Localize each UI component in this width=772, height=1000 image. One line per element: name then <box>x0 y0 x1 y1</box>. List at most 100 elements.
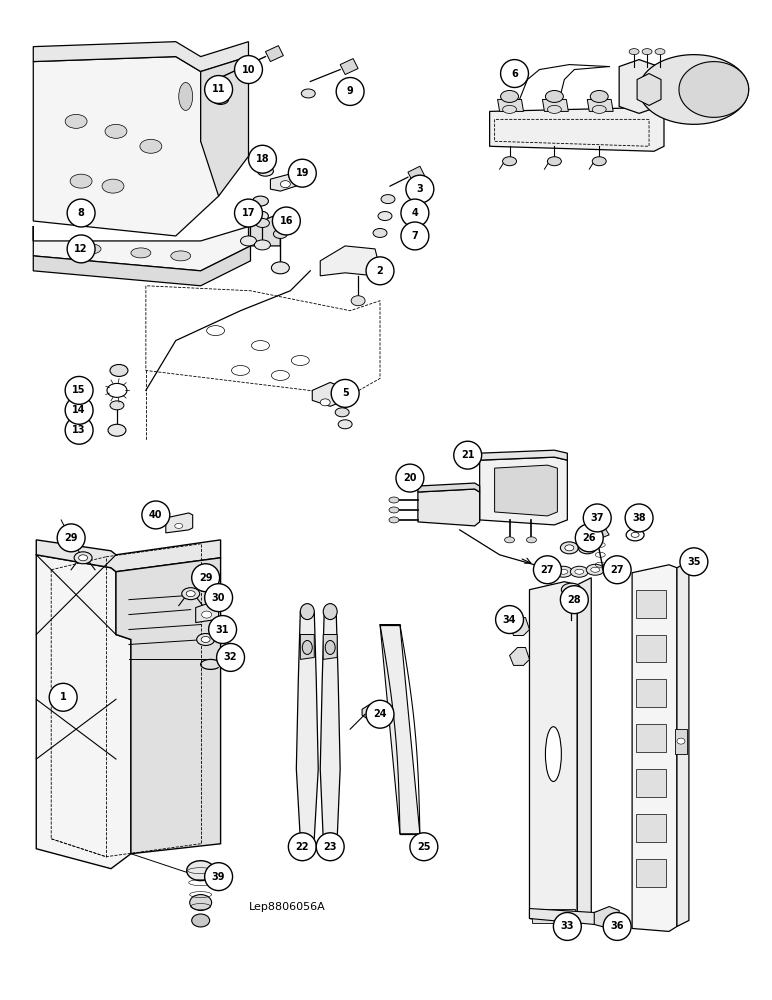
Polygon shape <box>489 107 664 151</box>
Text: 6: 6 <box>511 69 518 79</box>
Text: 2: 2 <box>377 266 384 276</box>
Ellipse shape <box>389 517 399 523</box>
Circle shape <box>57 524 85 552</box>
Ellipse shape <box>338 420 352 429</box>
Ellipse shape <box>571 566 588 577</box>
Ellipse shape <box>561 583 581 596</box>
Ellipse shape <box>273 229 287 238</box>
Circle shape <box>208 616 236 643</box>
Circle shape <box>289 159 317 187</box>
Ellipse shape <box>241 236 256 246</box>
Polygon shape <box>266 46 283 62</box>
Circle shape <box>625 504 653 532</box>
Circle shape <box>584 504 611 532</box>
Polygon shape <box>543 99 568 111</box>
Polygon shape <box>639 55 749 124</box>
Polygon shape <box>33 42 249 72</box>
Ellipse shape <box>303 640 312 654</box>
Ellipse shape <box>201 637 210 642</box>
Polygon shape <box>250 213 280 246</box>
Text: 31: 31 <box>216 625 229 635</box>
Polygon shape <box>587 99 613 111</box>
Ellipse shape <box>389 497 399 503</box>
Text: 15: 15 <box>73 385 86 395</box>
Text: 28: 28 <box>567 595 581 605</box>
Polygon shape <box>340 59 358 75</box>
Ellipse shape <box>171 251 191 261</box>
Ellipse shape <box>591 567 600 572</box>
Polygon shape <box>679 62 749 117</box>
Ellipse shape <box>351 296 365 306</box>
Text: 25: 25 <box>417 842 431 852</box>
Text: 33: 33 <box>560 921 574 931</box>
Polygon shape <box>510 618 530 636</box>
Ellipse shape <box>389 507 399 513</box>
Ellipse shape <box>301 89 315 98</box>
Text: 19: 19 <box>296 168 309 178</box>
Text: 12: 12 <box>74 244 88 254</box>
Ellipse shape <box>335 408 349 417</box>
Text: 21: 21 <box>461 450 475 460</box>
Text: 11: 11 <box>212 84 225 94</box>
Ellipse shape <box>325 640 335 654</box>
Polygon shape <box>33 226 250 271</box>
Ellipse shape <box>256 219 269 227</box>
Ellipse shape <box>74 552 92 564</box>
Text: 32: 32 <box>224 652 237 662</box>
Circle shape <box>235 199 262 227</box>
Polygon shape <box>530 909 609 924</box>
Ellipse shape <box>187 861 215 881</box>
Circle shape <box>396 464 424 492</box>
Circle shape <box>454 441 482 469</box>
Polygon shape <box>495 465 557 516</box>
Ellipse shape <box>320 399 330 406</box>
Ellipse shape <box>174 523 183 528</box>
Circle shape <box>249 145 276 173</box>
Circle shape <box>366 257 394 285</box>
Text: 4: 4 <box>411 208 418 218</box>
Circle shape <box>401 222 428 250</box>
Text: 16: 16 <box>279 216 293 226</box>
Ellipse shape <box>378 212 392 221</box>
Ellipse shape <box>65 114 87 128</box>
Ellipse shape <box>567 587 577 593</box>
Text: 30: 30 <box>212 593 225 603</box>
Text: 17: 17 <box>242 208 256 218</box>
Bar <box>675 729 687 754</box>
Ellipse shape <box>631 532 639 537</box>
Polygon shape <box>591 525 609 540</box>
Circle shape <box>65 376 93 404</box>
Circle shape <box>205 863 232 891</box>
Ellipse shape <box>591 90 608 102</box>
Polygon shape <box>33 57 218 236</box>
Circle shape <box>142 501 170 529</box>
Ellipse shape <box>179 83 193 110</box>
Text: 18: 18 <box>256 154 269 164</box>
Ellipse shape <box>547 157 561 166</box>
Text: 40: 40 <box>149 510 163 520</box>
Ellipse shape <box>592 105 606 113</box>
Ellipse shape <box>201 611 212 618</box>
Circle shape <box>205 76 232 103</box>
Ellipse shape <box>505 537 514 543</box>
Ellipse shape <box>110 401 124 410</box>
Circle shape <box>317 833 344 861</box>
Polygon shape <box>296 612 318 839</box>
Bar <box>636 590 666 618</box>
Ellipse shape <box>538 564 557 575</box>
Ellipse shape <box>543 567 552 572</box>
Polygon shape <box>619 60 659 113</box>
Ellipse shape <box>642 49 652 55</box>
Text: 22: 22 <box>296 842 309 852</box>
Circle shape <box>496 606 523 634</box>
Bar <box>636 814 666 842</box>
Text: Lep8806056A: Lep8806056A <box>249 902 325 912</box>
Polygon shape <box>594 907 619 928</box>
Text: 29: 29 <box>199 573 212 583</box>
Text: 20: 20 <box>403 473 417 483</box>
Circle shape <box>49 683 77 711</box>
Polygon shape <box>320 246 378 276</box>
Polygon shape <box>408 166 425 182</box>
Ellipse shape <box>212 85 229 94</box>
Bar <box>636 769 666 797</box>
